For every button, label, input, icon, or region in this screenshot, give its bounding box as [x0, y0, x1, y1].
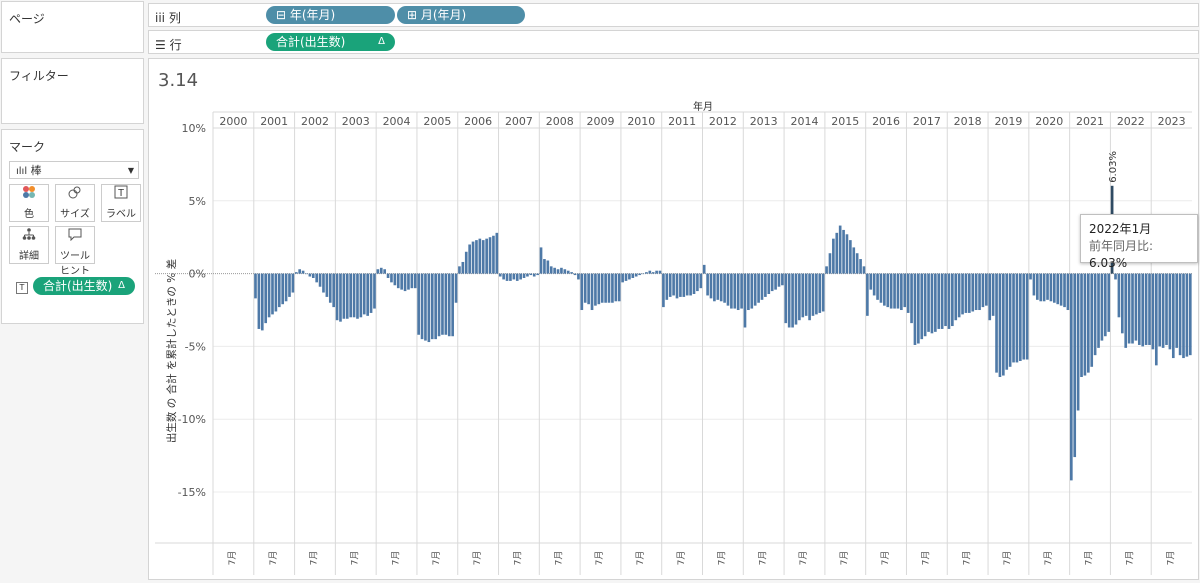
rows-shelf-label: ☰ 行 — [155, 36, 182, 53]
columns-shelf-label: iii 列 — [155, 9, 181, 26]
tooltip-label: 前年同月比: — [1089, 239, 1154, 253]
label-icon: T — [102, 185, 140, 205]
pages-title: ページ — [9, 12, 45, 26]
tooltip-icon — [56, 227, 94, 247]
detail-label: 詳細 — [19, 251, 39, 262]
detail-icon — [10, 227, 48, 247]
tooltip-button[interactable]: ツールヒント — [55, 226, 95, 277]
label-pill-sum-births[interactable]: 合計(出生数) Δ — [33, 277, 135, 295]
mark-type-dropdown[interactable]: ılıl 棒 ▼ — [9, 161, 139, 179]
color-dots-icon — [10, 185, 48, 205]
chevron-down-icon: ▼ — [127, 166, 134, 175]
tooltip-month: 1月 — [1131, 222, 1152, 236]
row-pill-text: 合計(出生数) — [276, 35, 346, 49]
text-field-icon: T — [16, 282, 28, 294]
tooltip-popup: 2022年1月 前年同月比: 6.03% — [1080, 214, 1198, 270]
filters-title: フィルター — [9, 69, 69, 83]
tooltip-year: 2022 — [1089, 222, 1120, 236]
delta-icon: Δ — [118, 280, 125, 291]
rows-shelf: ☰ 行 合計(出生数) Δ — [148, 30, 1199, 54]
marks-title: マーク — [9, 140, 46, 154]
view-area[interactable] — [148, 58, 1199, 580]
rows-icon: ☰ — [155, 38, 166, 52]
label-button[interactable]: T ラベル — [101, 184, 141, 222]
columns-shelf: iii 列 ⊟ 年(年月) ⊞ 月(年月) — [148, 3, 1199, 27]
color-button[interactable]: 色 — [9, 184, 49, 222]
delta-icon: Δ — [378, 36, 385, 47]
label-label: ラベル — [106, 209, 136, 220]
filters-card[interactable]: フィルター — [1, 58, 144, 124]
rows-label: 行 — [169, 38, 182, 52]
sum-births-pill[interactable]: 合計(出生数) Δ — [266, 33, 395, 51]
label-pill-text: 合計(出生数) — [43, 279, 113, 293]
size-button[interactable]: サイズ — [55, 184, 95, 222]
size-label: サイズ — [60, 209, 90, 220]
columns-label: 列 — [168, 11, 181, 25]
month-pill[interactable]: ⊞ 月(年月) — [397, 6, 525, 24]
tooltip-label: ツールヒント — [60, 251, 90, 277]
tooltip-measure: 前年同月比: 6.03% — [1089, 238, 1189, 272]
year-pill[interactable]: ⊟ 年(年月) — [266, 6, 395, 24]
bar-chart-icon: ılıl — [16, 166, 28, 177]
tooltip-year-suffix: 年 — [1119, 222, 1132, 236]
tooltip-date: 2022年1月 — [1089, 221, 1189, 238]
tooltip-value: 6.03% — [1089, 256, 1128, 270]
svg-text:T: T — [118, 188, 124, 199]
size-icon — [56, 185, 94, 205]
pages-card: ページ — [1, 1, 144, 53]
mark-type-value: 棒 — [30, 164, 42, 177]
color-label: 色 — [24, 209, 34, 220]
detail-button[interactable]: 詳細 — [9, 226, 49, 264]
marks-card: マーク ılıl 棒 ▼ 色 サイズ T ラベル 詳細 ツールヒント T 合計(… — [1, 129, 144, 324]
columns-icon: iii — [155, 11, 166, 25]
